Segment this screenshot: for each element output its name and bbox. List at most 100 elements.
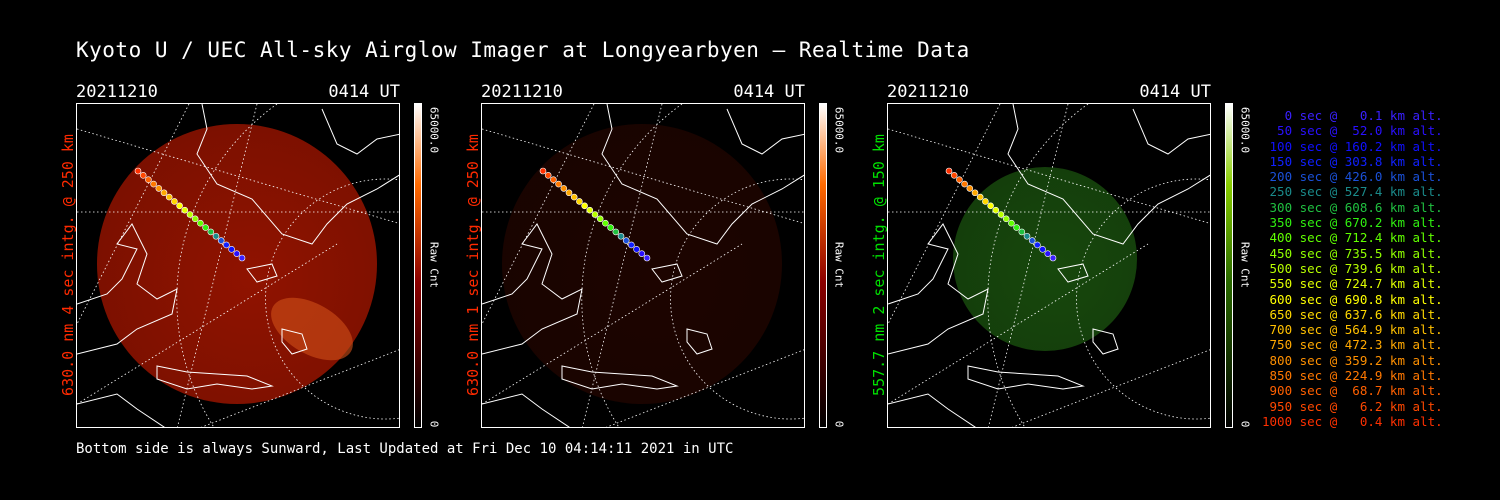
panel-time: 0414 UT	[733, 82, 805, 102]
allsky-image	[76, 103, 400, 428]
track-point	[539, 167, 547, 175]
track-point	[1044, 250, 1052, 257]
colorbar-unit: Raw Cnt	[832, 241, 846, 289]
track-point	[612, 228, 620, 236]
track-point	[1002, 215, 1010, 223]
legend-entry: 200 sec @ 426.0 km alt.	[1262, 169, 1443, 185]
track-point	[191, 215, 199, 223]
track-point	[1034, 241, 1041, 249]
panel-time: 0414 UT	[1139, 82, 1211, 102]
track-point	[976, 193, 984, 201]
track-point	[139, 172, 147, 179]
track-point	[181, 206, 189, 214]
track-point	[997, 211, 1005, 218]
legend-entry: 100 sec @ 160.2 km alt.	[1262, 138, 1443, 154]
allsky-image	[887, 103, 1211, 428]
panel-date: 20211210	[481, 82, 563, 102]
track-point	[176, 202, 183, 210]
track-point	[628, 241, 635, 249]
track-point	[560, 185, 568, 192]
legend-entry: 50 sec @ 52.0 km alt.	[1262, 123, 1443, 139]
colorbar-min: 0	[832, 420, 846, 428]
colorbar	[1225, 103, 1233, 428]
track-point	[602, 219, 609, 227]
track-point	[633, 246, 640, 253]
track-point	[186, 211, 194, 218]
legend-entry: 750 sec @ 472.3 km alt.	[1262, 337, 1443, 353]
track-point	[1039, 246, 1046, 253]
track-point	[622, 237, 630, 244]
track-point	[145, 176, 152, 183]
track-point	[150, 180, 157, 188]
colorbar-min: 0	[427, 420, 441, 428]
track-point	[238, 254, 246, 262]
track-point	[555, 180, 562, 188]
track-point	[607, 224, 614, 231]
track-point	[570, 193, 578, 201]
legend-entry: 800 sec @ 359.2 km alt.	[1262, 352, 1443, 368]
track-point	[966, 185, 974, 192]
track-point	[1049, 254, 1057, 262]
panel-date: 20211210	[887, 82, 969, 102]
colorbar-max: 65000.0	[1238, 106, 1252, 154]
track-point	[596, 215, 604, 223]
track-point	[550, 176, 557, 183]
colorbar	[819, 103, 827, 428]
track-point	[212, 232, 220, 240]
track-point	[197, 219, 204, 227]
colorbar-min: 0	[1238, 420, 1252, 428]
track-point	[165, 193, 173, 201]
track-point	[950, 172, 958, 179]
track-point	[207, 228, 215, 236]
panel-wavelength-label: 630.0 nm 4 sec intg. @ 250 km	[59, 134, 77, 396]
track-point	[1023, 232, 1031, 240]
track-point	[586, 206, 594, 214]
legend-entry: 850 sec @ 224.9 km alt.	[1262, 368, 1443, 384]
track-point	[171, 198, 178, 205]
colorbar-max: 65000.0	[427, 106, 441, 154]
track-point	[565, 189, 573, 197]
legend-entry: 0 sec @ 0.1 km alt.	[1262, 108, 1443, 123]
colorbar-unit: Raw Cnt	[1238, 241, 1252, 289]
colorbar	[414, 103, 422, 428]
track-point	[961, 180, 968, 188]
track-point	[643, 254, 651, 262]
track-legend: 0 sec @ 0.1 km alt. 50 sec @ 52.0 km alt…	[1262, 108, 1443, 429]
track-point	[134, 167, 142, 175]
footer-note: Bottom side is always Sunward, Last Upda…	[76, 441, 734, 457]
track-point	[233, 250, 241, 257]
allsky-image	[481, 103, 805, 428]
track-point	[945, 167, 953, 175]
legend-entry: 650 sec @ 637.6 km alt.	[1262, 306, 1443, 322]
legend-entry: 400 sec @ 712.4 km alt.	[1262, 230, 1443, 246]
track-point	[956, 176, 963, 183]
track-point	[155, 185, 163, 192]
track-point	[987, 202, 994, 210]
track-point	[1028, 237, 1036, 244]
legend-entry: 350 sec @ 670.2 km alt.	[1262, 215, 1443, 231]
panel-wavelength-label: 630.0 nm 1 sec intg. @ 250 km	[464, 134, 482, 396]
colorbar-max: 65000.0	[832, 106, 846, 154]
legend-entry: 950 sec @ 6.2 km alt.	[1262, 398, 1443, 414]
legend-entry: 150 sec @ 303.8 km alt.	[1262, 153, 1443, 169]
track-point	[971, 189, 979, 197]
track-point	[1013, 224, 1020, 231]
legend-entry: 1000 sec @ 0.4 km alt.	[1262, 413, 1443, 429]
track-point	[982, 198, 989, 205]
panel-wavelength-label: 557.7 nm 2 sec intg. @ 150 km	[870, 134, 888, 396]
track-point	[576, 198, 583, 205]
panel-date: 20211210	[76, 82, 158, 102]
page-title: Kyoto U / UEC All-sky Airglow Imager at …	[76, 38, 970, 62]
track-point	[202, 224, 209, 231]
track-point	[160, 189, 168, 197]
legend-entry: 600 sec @ 690.8 km alt.	[1262, 291, 1443, 307]
track-point	[617, 232, 625, 240]
track-point	[544, 172, 552, 179]
track-point	[591, 211, 599, 218]
colorbar-unit: Raw Cnt	[427, 241, 441, 289]
legend-entry: 300 sec @ 608.6 km alt.	[1262, 199, 1443, 215]
track-point	[223, 241, 230, 249]
track-point	[992, 206, 1000, 214]
track-point	[1008, 219, 1015, 227]
legend-entry: 500 sec @ 739.6 km alt.	[1262, 260, 1443, 276]
